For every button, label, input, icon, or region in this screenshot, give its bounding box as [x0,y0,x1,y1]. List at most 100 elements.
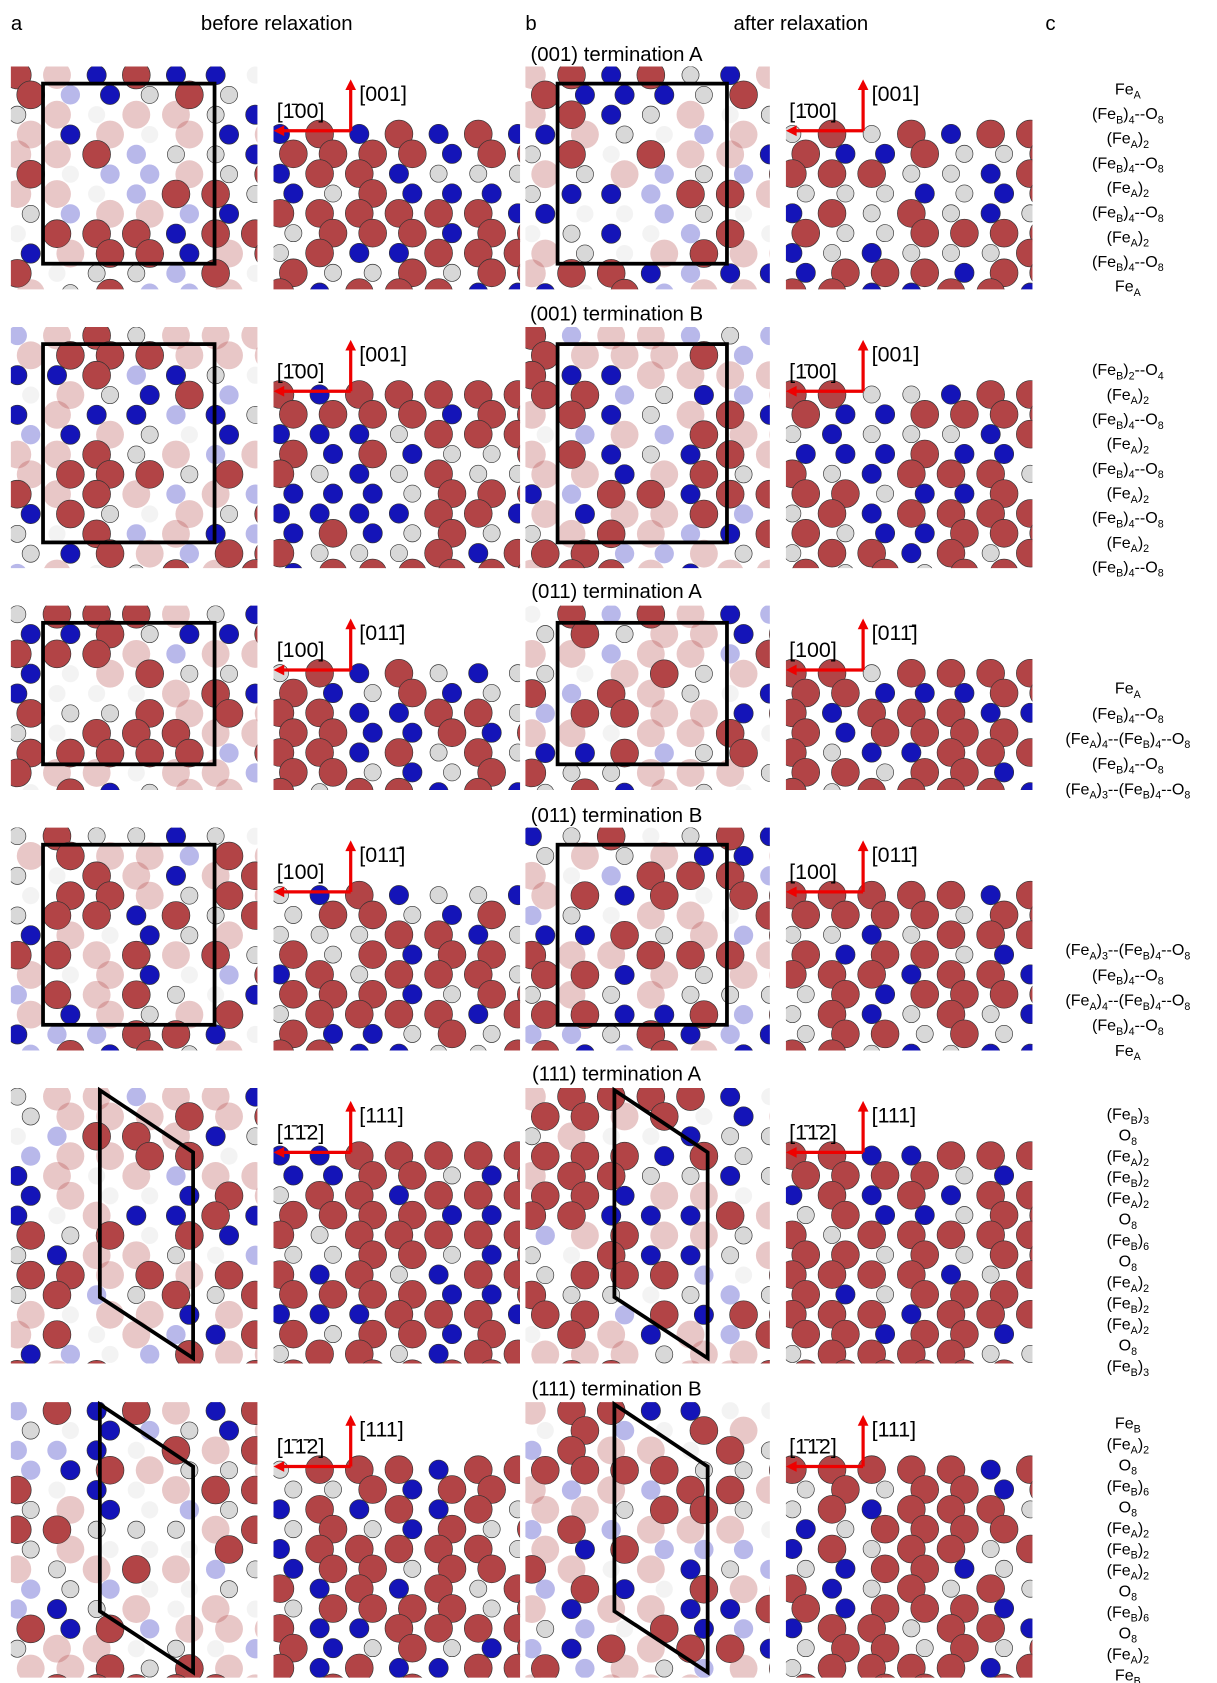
layer-text: ) [1138,534,1143,552]
atom [734,205,753,223]
atom [398,400,427,429]
atom [389,1043,409,1051]
atom [715,440,745,469]
atom [917,564,933,569]
atom [536,847,555,865]
layer-text: ) [1123,755,1128,773]
atom [897,199,926,228]
atom [139,925,160,946]
atom [902,925,921,944]
atom-panel [273,880,521,1051]
atom [135,341,164,370]
subscript: 8 [1184,1001,1190,1013]
atom [135,1300,164,1329]
subscript: 2 [1143,1304,1149,1316]
atom [175,380,204,410]
atom [610,1221,639,1250]
atom [936,999,966,1029]
atom [310,783,329,791]
subscript: 2 [1143,543,1149,555]
atom [10,1088,27,1106]
atom [504,1039,521,1051]
atom [558,559,585,569]
atom [284,906,303,924]
layer-text: Fe [1115,1414,1134,1432]
subscript: A [1131,188,1139,200]
atom [721,985,740,1004]
atom [21,1540,40,1559]
atom [976,1574,1005,1603]
atom [654,743,674,763]
direction-label: [011̄] [872,621,918,645]
atom [680,1245,701,1266]
atom [785,203,803,224]
atom [575,1044,595,1051]
atom [245,763,258,783]
atom [56,1260,85,1290]
direction-label: [100] [277,638,325,662]
atom [175,160,204,189]
atom [318,400,348,429]
atom [796,1064,815,1083]
atom [181,1045,198,1051]
atom [384,920,414,950]
atom [388,885,409,906]
atom [791,139,821,169]
atom [640,263,661,284]
atom [88,1326,106,1344]
layer-composition: FeB [1115,1414,1141,1435]
atom [681,1441,700,1459]
layer-text: ) [1150,780,1155,798]
atom [60,1618,81,1639]
atom [324,1365,341,1382]
atom [733,1619,754,1639]
atom [42,1515,72,1544]
atom [220,1500,238,1519]
atom [576,244,594,263]
atom [122,980,151,1010]
atom [650,842,679,870]
atom [384,1614,414,1643]
atom [126,1205,147,1226]
atom [10,1205,28,1226]
atom [1029,264,1033,282]
atom [910,139,939,169]
atom [681,1167,700,1185]
atom [561,326,582,346]
atom [870,258,900,288]
atom [323,683,343,704]
atom [428,1264,449,1285]
atom [141,783,159,791]
atom [831,678,860,708]
atom [995,1639,1013,1658]
atom [875,1359,896,1364]
atom [424,1299,453,1329]
atom [345,1574,374,1603]
atom [729,881,758,910]
atom [734,1226,753,1245]
atom [760,1679,779,1683]
atom [428,124,449,144]
layer-text: (Fe [1107,1190,1131,1208]
atom [759,827,770,847]
subscript: B [1134,1676,1141,1683]
atom [60,424,81,445]
atom [219,743,239,763]
atom [875,303,894,322]
atom [1029,1480,1033,1499]
atom [680,1599,701,1620]
atom [504,579,532,607]
atom [1016,1455,1033,1484]
atom [902,1619,921,1638]
subscript: 4 [1155,1001,1161,1013]
atom [755,639,770,669]
atom [531,1495,560,1524]
subscript: 3 [1143,1115,1149,1127]
atom [955,1245,974,1264]
atom [254,244,258,263]
atom [246,827,258,845]
atom [388,163,409,184]
atom [769,430,770,439]
atom [862,125,881,143]
atom [305,159,334,188]
